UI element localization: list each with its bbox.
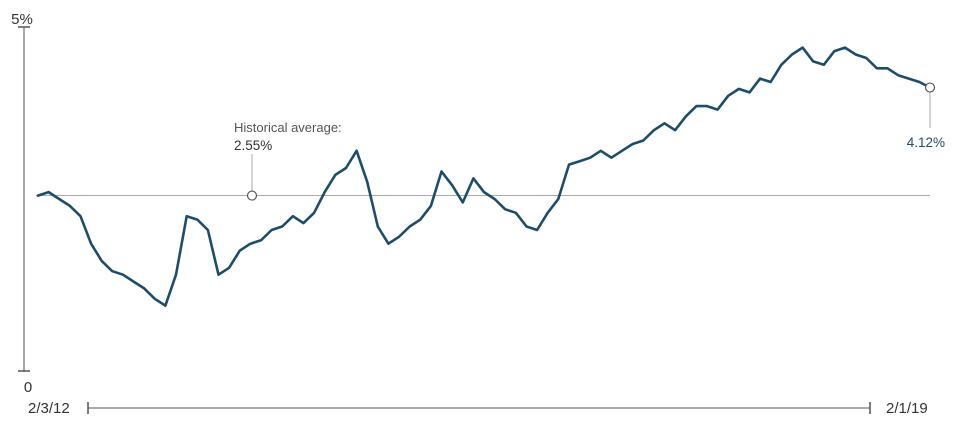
y-tick-label-top: 5%	[11, 11, 33, 28]
x-start-label: 2/3/12	[28, 400, 70, 417]
end-value-marker	[924, 82, 936, 93]
historical-average-marker	[246, 190, 258, 201]
series-line	[36, 46, 932, 307]
x-end-label: 2/1/19	[886, 400, 928, 417]
historical-average-label: Historical average:	[234, 120, 342, 135]
y-tick-label-bottom: 0	[24, 379, 32, 396]
historical-average-value: 2.55%	[234, 138, 272, 153]
end-value-label: 4.12%	[907, 135, 945, 150]
